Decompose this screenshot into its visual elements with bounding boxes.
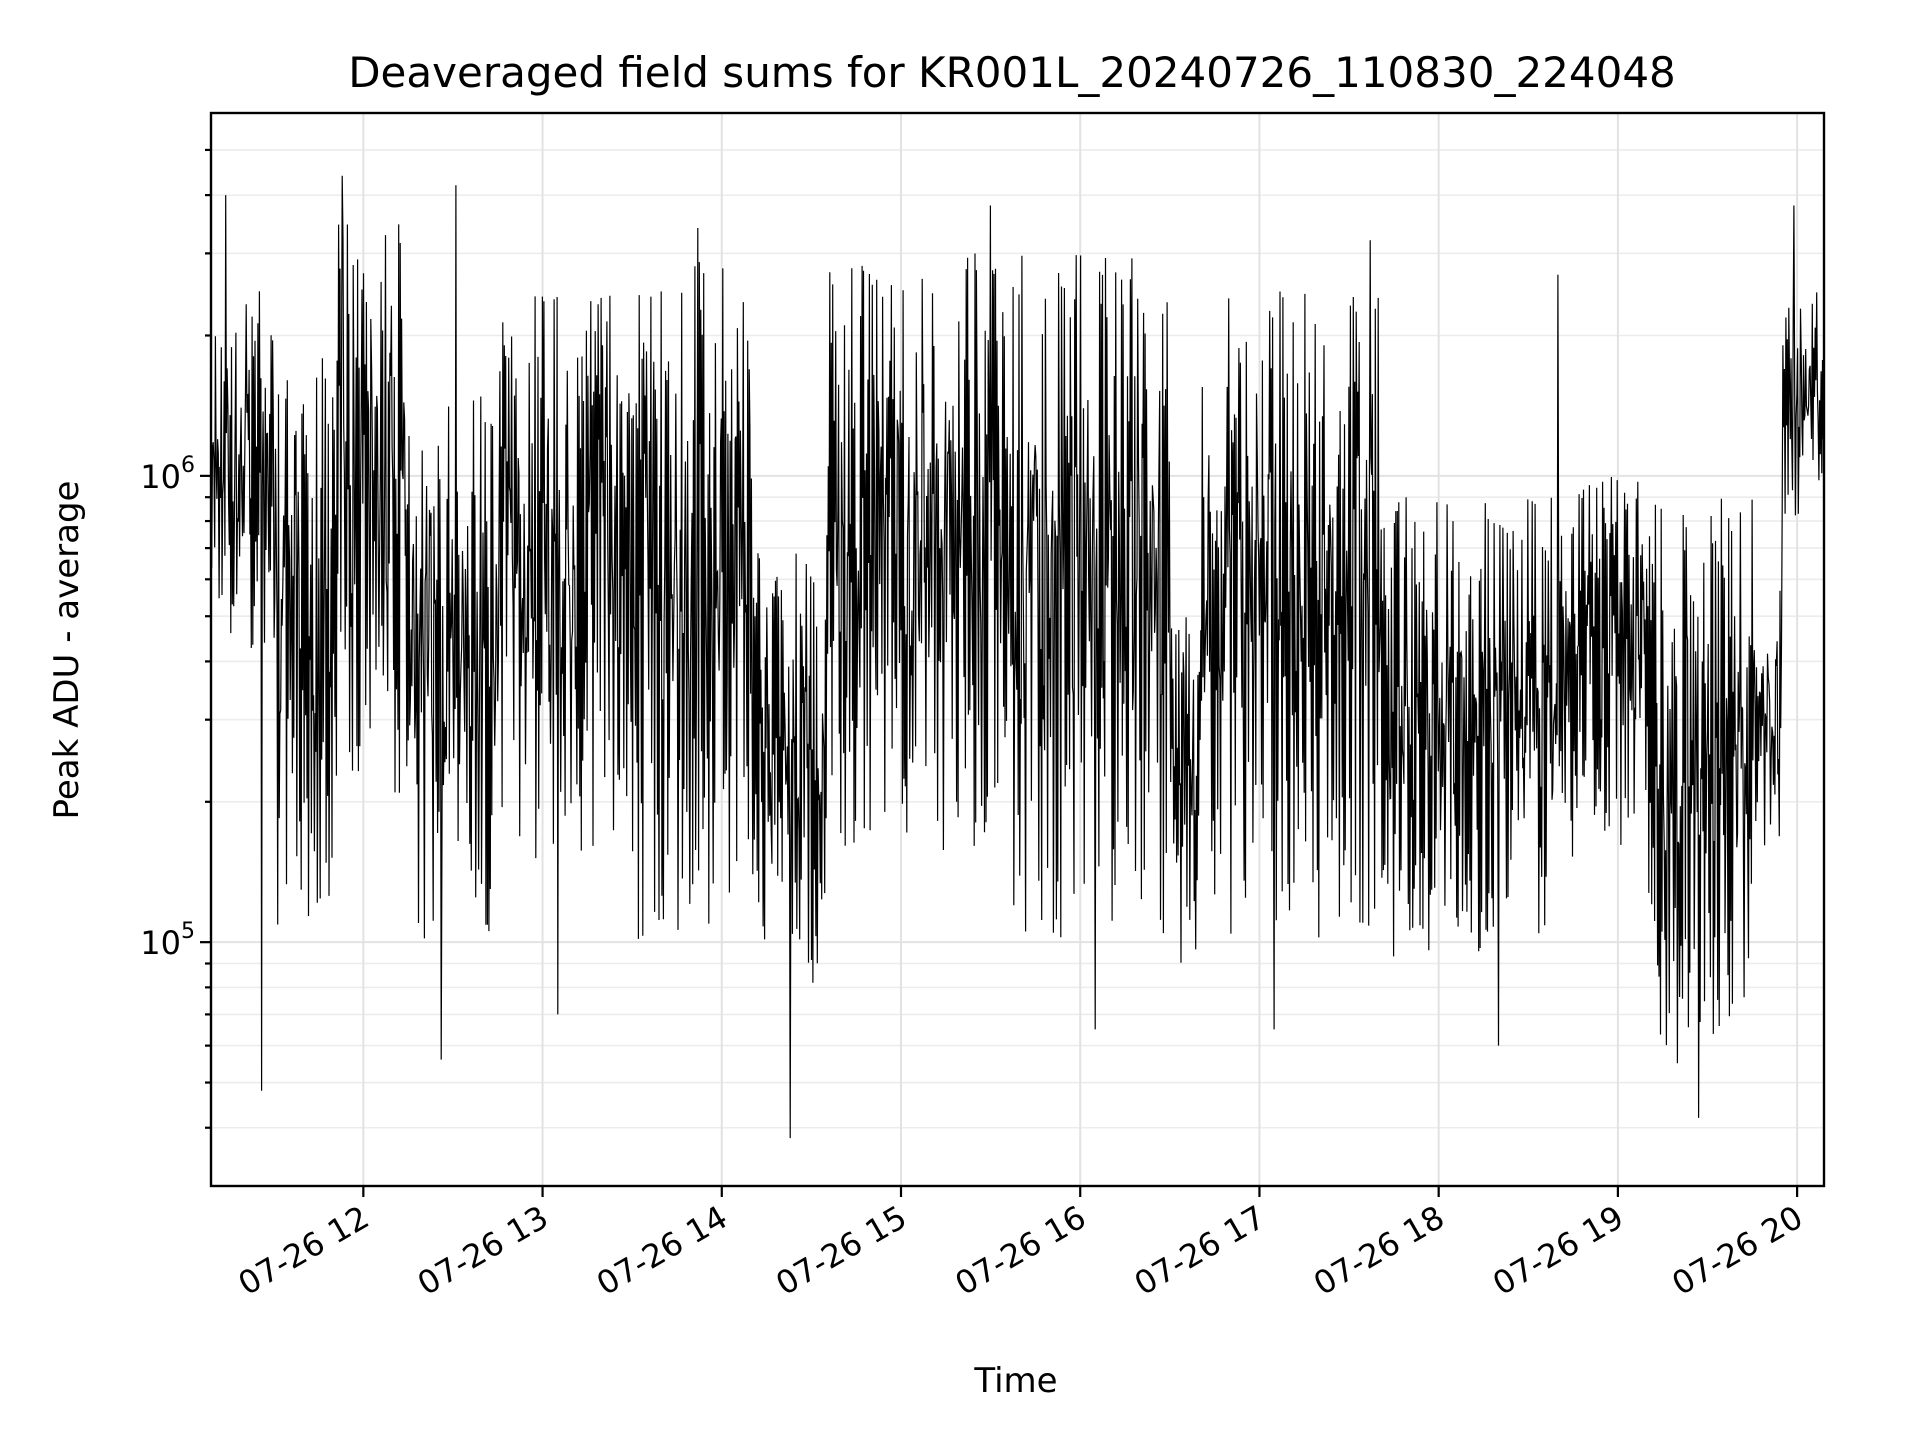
x-tick-label: 07-26 14 [590, 1198, 734, 1303]
x-axis: 07-26 12 07-26 13 07-26 14 07-26 15 07-26 16… [232, 1186, 1809, 1303]
x-tick-label: 07-26 18 [1307, 1198, 1451, 1303]
x-tick-label: 07-26 13 [411, 1198, 555, 1303]
x-tick-label: 07-26 20 [1666, 1198, 1810, 1303]
x-tick-label: 07-26 15 [769, 1198, 913, 1303]
series-line [211, 175, 1824, 1139]
y-tick-label: 106 [140, 453, 195, 496]
x-tick-label: 07-26 16 [949, 1198, 1093, 1303]
x-tick-label: 07-26 17 [1128, 1198, 1272, 1303]
x-tick-label: 07-26 19 [1486, 1198, 1630, 1303]
x-axis-label: Time [973, 1361, 1057, 1401]
y-axis: 105 106 [140, 148, 211, 1129]
x-tick-label: 07-26 12 [232, 1198, 376, 1303]
y-axis-label: Peak ADU - average [47, 481, 87, 820]
series-layer [211, 175, 1824, 1139]
chart-title: Deaveraged field sums for KR001L_2024072… [348, 48, 1676, 97]
y-tick-label: 105 [140, 919, 195, 962]
plot-frame [209, 111, 1826, 1188]
